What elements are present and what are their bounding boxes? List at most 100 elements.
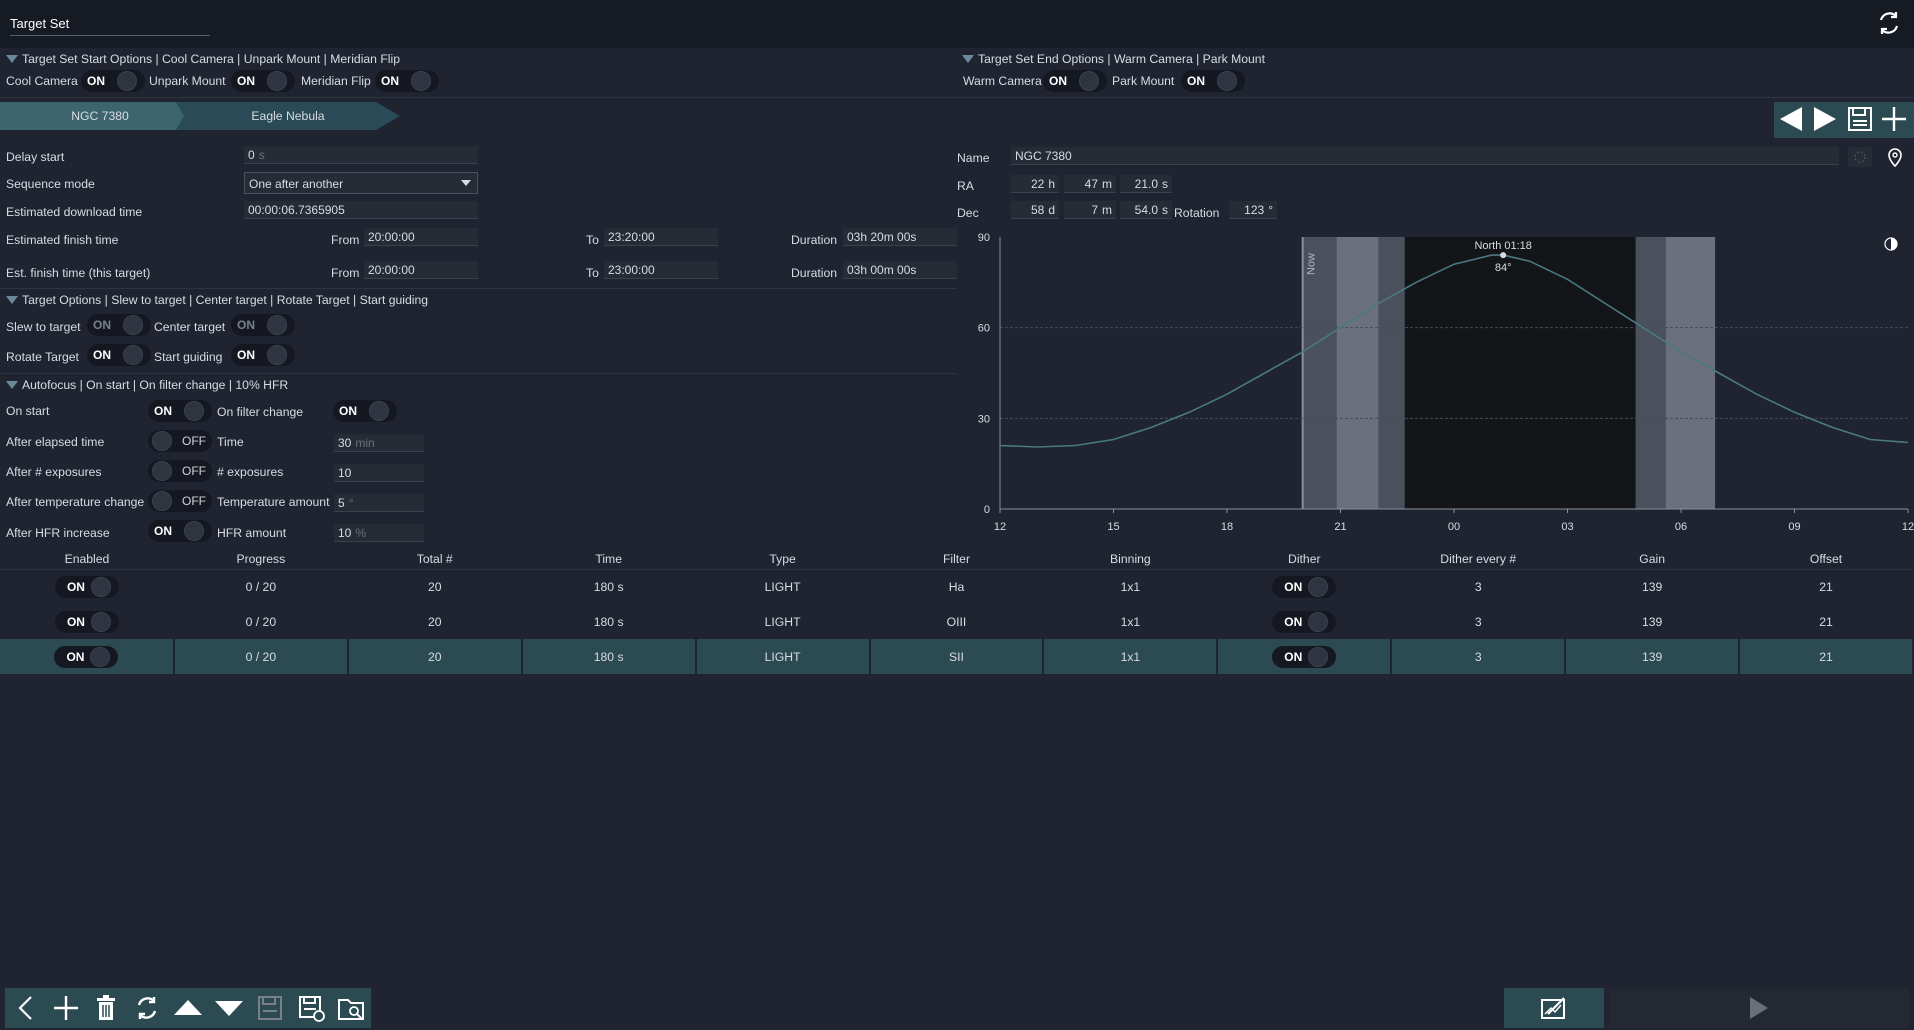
center-toggle[interactable]: ON	[231, 314, 295, 336]
slew-toggle[interactable]: ON	[87, 314, 151, 336]
column-header[interactable]: Filter	[869, 549, 1044, 570]
every-cell[interactable]: 3	[1474, 614, 1482, 629]
gain-cell[interactable]: 139	[1565, 639, 1741, 674]
af-hfr-toggle[interactable]: ON	[148, 520, 212, 542]
column-header[interactable]: Type	[695, 549, 870, 570]
column-header[interactable]: Dither every #	[1391, 549, 1566, 570]
cool-camera-toggle[interactable]: ON	[81, 70, 145, 92]
column-header[interactable]: Offset	[1739, 549, 1913, 570]
meridian-flip-toggle[interactable]: ON	[375, 70, 439, 92]
column-header[interactable]: Enabled	[0, 549, 174, 570]
target-name-input[interactable]: NGC 7380	[1011, 147, 1839, 165]
enabled-toggle[interactable]: ON	[54, 610, 119, 633]
table-row[interactable]: ON 0 / 20 20 180 s LIGHT OIII 1x1 ON 3 139 21	[0, 604, 1913, 639]
af-on-filter-toggle[interactable]: ON	[333, 400, 397, 422]
save-target-icon[interactable]	[1846, 105, 1874, 133]
type-cell[interactable]: LIGHT	[764, 579, 801, 594]
af-temp-toggle[interactable]: OFF	[148, 490, 212, 512]
save-as-icon[interactable]	[293, 990, 329, 1026]
af-on-start-toggle[interactable]: ON	[148, 400, 212, 422]
column-header[interactable]: Binning	[1043, 549, 1218, 570]
af-time-input[interactable]: 30 min	[334, 434, 424, 452]
edit-chart-button[interactable]	[1504, 988, 1604, 1028]
progress-cell[interactable]: 0 / 20	[245, 579, 277, 594]
ra-minutes-input[interactable]: 47 m	[1064, 175, 1116, 193]
moon-icon[interactable]	[1880, 233, 1902, 255]
sky-atlas-icon[interactable]	[1848, 147, 1872, 167]
filter-cell[interactable]: OIII	[946, 614, 967, 629]
column-header[interactable]: Dither	[1217, 549, 1392, 570]
add-row-icon[interactable]	[48, 990, 84, 1026]
binning-cell[interactable]: 1x1	[1043, 639, 1219, 674]
every-cell[interactable]: 3	[1474, 579, 1482, 594]
rotate-toggle[interactable]: ON	[87, 344, 151, 366]
add-target-icon[interactable]	[1880, 105, 1908, 133]
open-file-icon[interactable]	[334, 990, 370, 1026]
previous-target-icon[interactable]	[1777, 104, 1805, 134]
time-cell[interactable]: 180 s	[593, 614, 624, 629]
ra-seconds-input[interactable]: 21.0 s	[1120, 175, 1172, 193]
af-hfr-input[interactable]: 10%	[334, 524, 424, 542]
af-elapsed-toggle[interactable]: OFF	[148, 430, 212, 452]
start-options-header[interactable]: Target Set Start Options | Cool Camera |…	[6, 52, 400, 66]
column-header[interactable]: Total #	[347, 549, 522, 570]
offset-cell[interactable]: 21	[1739, 639, 1914, 674]
back-icon[interactable]	[8, 990, 44, 1026]
dither-toggle[interactable]: ON	[1272, 645, 1337, 668]
filter-cell[interactable]: Ha	[948, 579, 965, 594]
sequence-mode-select[interactable]: One after another	[244, 172, 478, 194]
next-target-icon[interactable]	[1811, 104, 1839, 134]
rotation-input[interactable]: 123 °	[1229, 201, 1277, 219]
enabled-toggle[interactable]: ON	[54, 645, 119, 668]
tab-ngc-7380[interactable]: NGC 7380	[0, 102, 200, 130]
af-temp-input[interactable]: 5 °	[334, 494, 424, 512]
guide-toggle[interactable]: ON	[231, 344, 295, 366]
move-down-icon[interactable]	[211, 990, 247, 1026]
total-cell[interactable]: 20	[427, 614, 442, 629]
unpark-mount-toggle[interactable]: ON	[231, 70, 295, 92]
offset-cell[interactable]: 21	[1819, 614, 1833, 629]
every-cell[interactable]: 3	[1391, 639, 1567, 674]
start-sequence-button[interactable]	[1609, 988, 1909, 1028]
total-cell[interactable]: 20	[347, 639, 523, 674]
enabled-toggle[interactable]: ON	[54, 575, 119, 598]
save-sequence-icon[interactable]	[252, 990, 288, 1026]
delete-icon[interactable]	[88, 990, 124, 1026]
ra-hours-input[interactable]: 22 h	[1011, 175, 1059, 193]
end-options-header[interactable]: Target Set End Options | Warm Camera | P…	[962, 52, 1265, 66]
column-header[interactable]: Time	[521, 549, 696, 570]
filter-cell[interactable]: SII	[869, 639, 1045, 674]
dither-toggle[interactable]: ON	[1272, 610, 1337, 633]
tab-eagle-nebula[interactable]: Eagle Nebula	[176, 102, 400, 130]
gain-cell[interactable]: 139	[1641, 614, 1663, 629]
dec-degrees-input[interactable]: 58 d	[1011, 201, 1059, 219]
column-header[interactable]: Gain	[1565, 549, 1740, 570]
binning-cell[interactable]: 1x1	[1120, 614, 1141, 629]
af-exposures-toggle[interactable]: OFF	[148, 460, 212, 482]
progress-cell[interactable]: 0 / 20	[173, 639, 349, 674]
autofocus-header[interactable]: Autofocus | On start | On filter change …	[6, 378, 288, 392]
table-row[interactable]: ON 0 / 20 20 180 s LIGHT SII 1x1 ON 3 139 21	[0, 639, 1914, 674]
move-up-icon[interactable]	[170, 990, 206, 1026]
refresh-icon[interactable]	[1874, 8, 1904, 38]
time-cell[interactable]: 180 s	[521, 639, 697, 674]
location-pin-icon[interactable]	[1885, 147, 1905, 169]
table-row[interactable]: ON 0 / 20 20 180 s LIGHT Ha 1x1 ON 3 139 21	[0, 569, 1913, 604]
total-cell[interactable]: 20	[427, 579, 442, 594]
offset-cell[interactable]: 21	[1819, 579, 1833, 594]
park-mount-toggle[interactable]: ON	[1181, 70, 1245, 92]
progress-cell[interactable]: 0 / 20	[245, 614, 277, 629]
af-exp-input[interactable]: 10	[334, 464, 424, 482]
warm-camera-toggle[interactable]: ON	[1043, 70, 1107, 92]
target-options-header[interactable]: Target Options | Slew to target | Center…	[6, 293, 428, 307]
gain-cell[interactable]: 139	[1641, 579, 1663, 594]
binning-cell[interactable]: 1x1	[1120, 579, 1141, 594]
type-cell[interactable]: LIGHT	[695, 639, 871, 674]
reset-icon[interactable]	[129, 990, 165, 1026]
dec-seconds-input[interactable]: 54.0 s	[1120, 201, 1172, 219]
time-cell[interactable]: 180 s	[593, 579, 624, 594]
dither-toggle[interactable]: ON	[1272, 575, 1337, 598]
type-cell[interactable]: LIGHT	[764, 614, 801, 629]
